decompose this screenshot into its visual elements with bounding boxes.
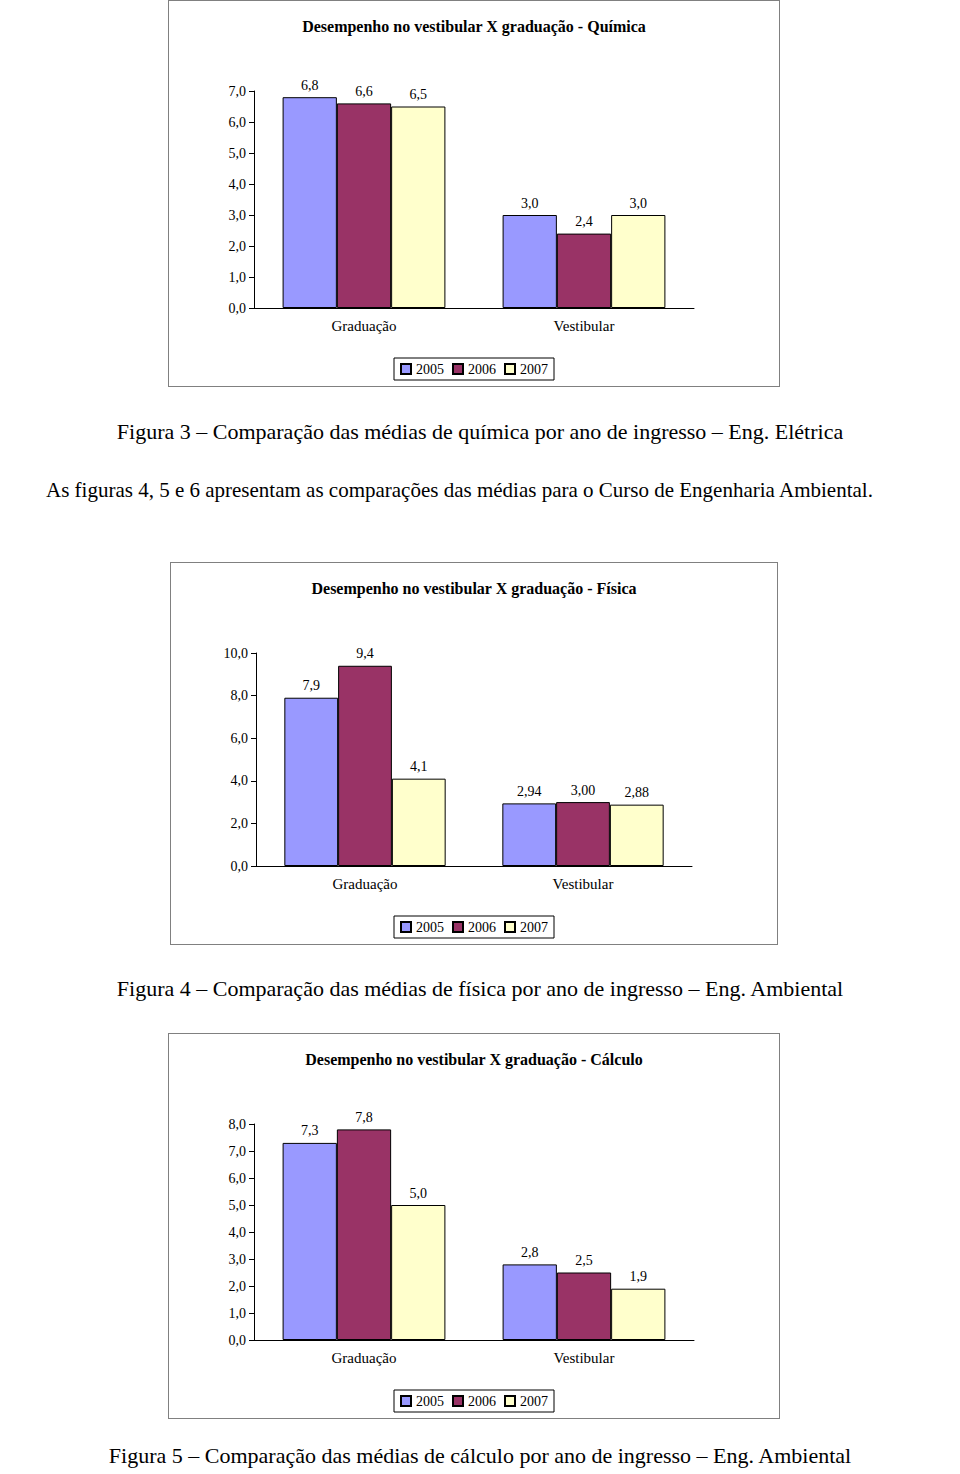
svg-text:2,88: 2,88 xyxy=(625,785,650,800)
svg-text:3,0: 3,0 xyxy=(521,196,539,211)
svg-text:5,0: 5,0 xyxy=(229,146,247,161)
svg-text:Vestibular: Vestibular xyxy=(553,876,614,892)
svg-text:1,0: 1,0 xyxy=(229,1306,247,1321)
svg-text:2,4: 2,4 xyxy=(575,214,593,229)
svg-text:10,0: 10,0 xyxy=(224,646,249,661)
svg-text:3,0: 3,0 xyxy=(630,196,648,211)
svg-text:2,5: 2,5 xyxy=(575,1253,593,1268)
svg-text:2,8: 2,8 xyxy=(521,1245,539,1260)
svg-text:6,6: 6,6 xyxy=(355,84,373,99)
svg-text:2005: 2005 xyxy=(416,1394,444,1409)
svg-text:4,0: 4,0 xyxy=(229,177,247,192)
svg-text:9,4: 9,4 xyxy=(356,646,374,661)
svg-text:3,0: 3,0 xyxy=(229,1252,247,1267)
svg-text:2,0: 2,0 xyxy=(231,816,249,831)
svg-text:7,8: 7,8 xyxy=(355,1110,373,1125)
svg-text:8,0: 8,0 xyxy=(231,688,249,703)
html-text:Figura 3 – Comparação das médi: Figura 3 – Comparação das médias de quím… xyxy=(116,419,844,444)
svg-text:4,0: 4,0 xyxy=(229,1225,247,1240)
svg-text:4,1: 4,1 xyxy=(410,759,428,774)
svg-text:2007: 2007 xyxy=(520,920,548,935)
html-text:Figura 4 – Comparação das médi: Figura 4 – Comparação das médias de físi… xyxy=(116,976,844,1001)
svg-text:7,0: 7,0 xyxy=(229,1144,247,1159)
svg-text:6,0: 6,0 xyxy=(229,1171,247,1186)
html-text:Figura 5 – Comparação das médi: Figura 5 – Comparação das médias de cálc… xyxy=(108,1443,852,1468)
svg-text:Desempenho no vestibular X gra: Desempenho no vestibular X graduação - C… xyxy=(305,1051,643,1069)
svg-text:2,0: 2,0 xyxy=(229,239,247,254)
svg-text:Graduação: Graduação xyxy=(332,1350,397,1366)
svg-text:Graduação: Graduação xyxy=(333,876,398,892)
svg-text:6,8: 6,8 xyxy=(301,78,319,93)
svg-text:2006: 2006 xyxy=(468,920,496,935)
svg-text:7,3: 7,3 xyxy=(301,1123,319,1138)
svg-text:Desempenho no vestibular X gra: Desempenho no vestibular X graduação - Q… xyxy=(302,18,646,36)
svg-text:Vestibular: Vestibular xyxy=(554,1350,615,1366)
svg-text:3,00: 3,00 xyxy=(571,783,596,798)
svg-text:2005: 2005 xyxy=(416,920,444,935)
svg-text:6,5: 6,5 xyxy=(410,87,428,102)
svg-text:0,0: 0,0 xyxy=(229,1333,247,1348)
svg-text:7,9: 7,9 xyxy=(302,678,320,693)
svg-text:1,9: 1,9 xyxy=(630,1269,648,1284)
svg-text:Desempenho no vestibular X gra: Desempenho no vestibular X graduação - F… xyxy=(311,580,636,598)
svg-text:2007: 2007 xyxy=(520,362,548,377)
svg-text:2006: 2006 xyxy=(468,362,496,377)
svg-text:4,0: 4,0 xyxy=(231,773,249,788)
svg-text:5,0: 5,0 xyxy=(229,1198,247,1213)
html-text:As figuras 4, 5 e 6 apresentam: As figuras 4, 5 e 6 apresentam as compar… xyxy=(46,478,873,502)
svg-text:2,94: 2,94 xyxy=(517,784,542,799)
svg-text:0,0: 0,0 xyxy=(229,301,247,316)
svg-text:3,0: 3,0 xyxy=(229,208,247,223)
svg-text:0,0: 0,0 xyxy=(231,859,249,874)
svg-text:2,0: 2,0 xyxy=(229,1279,247,1294)
svg-text:Vestibular: Vestibular xyxy=(554,318,615,334)
svg-text:Graduação: Graduação xyxy=(332,318,397,334)
svg-text:7,0: 7,0 xyxy=(229,84,247,99)
svg-text:5,0: 5,0 xyxy=(410,1186,428,1201)
svg-text:2005: 2005 xyxy=(416,362,444,377)
svg-text:6,0: 6,0 xyxy=(229,115,247,130)
svg-text:6,0: 6,0 xyxy=(231,731,249,746)
svg-text:2006: 2006 xyxy=(468,1394,496,1409)
svg-text:1,0: 1,0 xyxy=(229,270,247,285)
svg-text:2007: 2007 xyxy=(520,1394,548,1409)
svg-text:8,0: 8,0 xyxy=(229,1117,247,1132)
